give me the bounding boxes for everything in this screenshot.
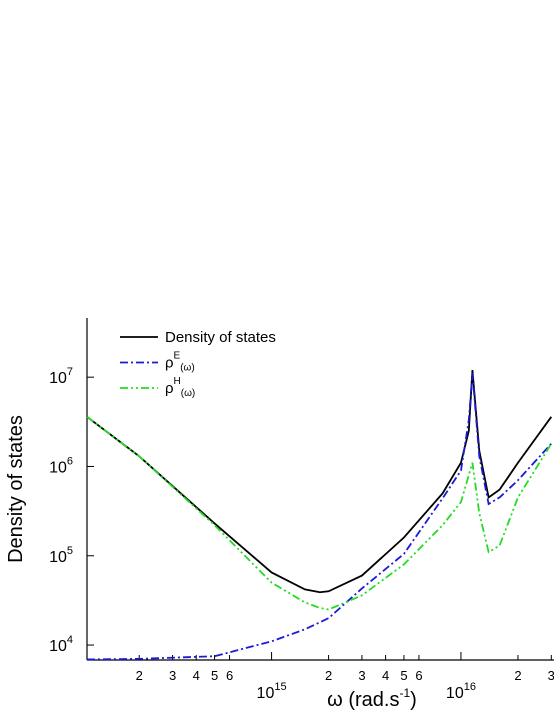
x-axis-label: ω (rad.s-1) xyxy=(327,686,417,711)
legend-label: Density of states xyxy=(165,329,276,346)
series-line xyxy=(86,416,553,611)
x-tick-label: 2 xyxy=(325,668,332,683)
y-tick-exponent: 4 xyxy=(67,634,73,646)
y-tick-exponent: 6 xyxy=(67,455,73,467)
y-tick-base: 10 xyxy=(49,638,67,655)
x-tick-label: 3 xyxy=(358,668,365,683)
x-tick-label: 6 xyxy=(415,668,422,683)
legend-name: ρ xyxy=(165,355,174,372)
x-tick-label: 3 xyxy=(169,668,176,683)
x-tick-label: 2 xyxy=(136,668,143,683)
y-tick-label: 105 xyxy=(49,545,73,566)
legend-label: ρE(ω) xyxy=(165,351,195,374)
y-tick-exponent: 5 xyxy=(67,545,73,557)
legend-superscript: E xyxy=(174,351,181,362)
legend-subscript: (ω) xyxy=(180,363,194,374)
x-tick-label: 2 xyxy=(514,668,521,683)
x-tick-base: 10 xyxy=(257,685,275,702)
x-tick-label: 4 xyxy=(193,668,200,683)
x-axis-label-suffix: ) xyxy=(410,689,417,711)
x-tick-label: 5 xyxy=(211,668,218,683)
y-tick-base: 10 xyxy=(49,370,67,387)
y-tick-label: 104 xyxy=(49,634,73,655)
y-tick-label: 106 xyxy=(49,455,73,476)
legend-label: ρH(ω) xyxy=(165,376,195,399)
x-tick-base: 10 xyxy=(446,685,464,702)
legend-name: Density of states xyxy=(165,329,276,346)
x-tick-label: 4 xyxy=(382,668,389,683)
x-tick-label: 1015 xyxy=(257,681,287,702)
y-tick-label: 107 xyxy=(49,366,73,387)
y-tick-base: 10 xyxy=(49,549,67,566)
legend-subscript: (ω) xyxy=(181,388,195,399)
x-tick-exponent: 15 xyxy=(274,681,286,693)
x-tick-label: 5 xyxy=(400,668,407,683)
y-axis-label: Density of states xyxy=(5,415,27,563)
series-line xyxy=(86,370,553,594)
x-tick-label: 3 xyxy=(548,668,554,683)
series-line xyxy=(86,373,552,661)
x-axis-label-main: ω (rad.s xyxy=(327,689,399,711)
x-tick-exponent: 16 xyxy=(464,681,476,693)
x-tick-label: 6 xyxy=(226,668,233,683)
legend-superscript: H xyxy=(174,376,181,387)
x-axis-label-exponent: -1 xyxy=(399,686,410,700)
y-tick-base: 10 xyxy=(49,459,67,476)
x-tick-label: 1016 xyxy=(446,681,476,702)
y-tick-exponent: 7 xyxy=(67,366,73,378)
legend-name: ρ xyxy=(165,380,174,397)
